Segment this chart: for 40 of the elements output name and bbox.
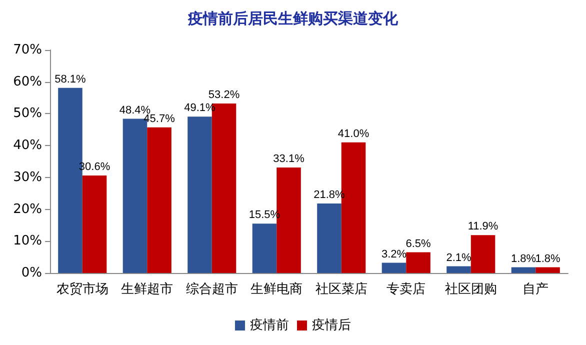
y-tick-label: 70%: [13, 42, 42, 58]
x-tick-label: 社区菜店: [315, 281, 368, 297]
legend-label: 疫情后: [312, 318, 351, 333]
x-tick-label: 农贸市场: [56, 282, 108, 297]
data-label: 11.9%: [468, 220, 498, 233]
bar: [511, 267, 536, 273]
x-tick-label: 专卖店: [386, 281, 426, 297]
bar: [536, 267, 560, 273]
x-tick-label: 综合超市: [186, 282, 238, 297]
x-tick-label: 生鲜电商: [250, 282, 303, 297]
bar: [470, 235, 496, 273]
data-label: 45.7%: [144, 112, 176, 125]
legend-label: 疫情前: [250, 318, 289, 333]
y-tick-label: 60%: [13, 74, 42, 90]
y-tick-label: 10%: [13, 234, 42, 249]
bar: [317, 204, 342, 273]
y-tick-label: 40%: [13, 138, 42, 154]
data-label: 2.1%: [446, 252, 472, 264]
data-label: 33.1%: [273, 153, 305, 166]
data-label: 1.8%: [510, 252, 536, 265]
y-tick-label: 0%: [21, 266, 42, 280]
x-tick-label: 生鲜超市: [121, 282, 174, 297]
x-tick-label: 社区团购: [444, 282, 497, 297]
bar: [188, 116, 212, 273]
chart-title: 疫情前后居民生鲜购买渠道变化: [187, 10, 399, 28]
y-tick-label: 50%: [13, 106, 42, 122]
y-tick-label: 30%: [13, 170, 42, 185]
data-label: 6.5%: [406, 238, 432, 250]
bar: [82, 176, 107, 273]
bar: [446, 266, 471, 273]
data-label: 53.2%: [208, 89, 240, 102]
bar: [252, 224, 277, 273]
data-label: 58.1%: [54, 73, 86, 86]
bar: [382, 262, 406, 273]
bar: [147, 127, 172, 273]
y-tick-label: 20%: [13, 202, 42, 217]
data-label: 41.0%: [338, 128, 370, 140]
bar: [406, 252, 430, 273]
data-label: 1.8%: [535, 252, 561, 265]
x-tick-label: 自产: [522, 282, 549, 297]
